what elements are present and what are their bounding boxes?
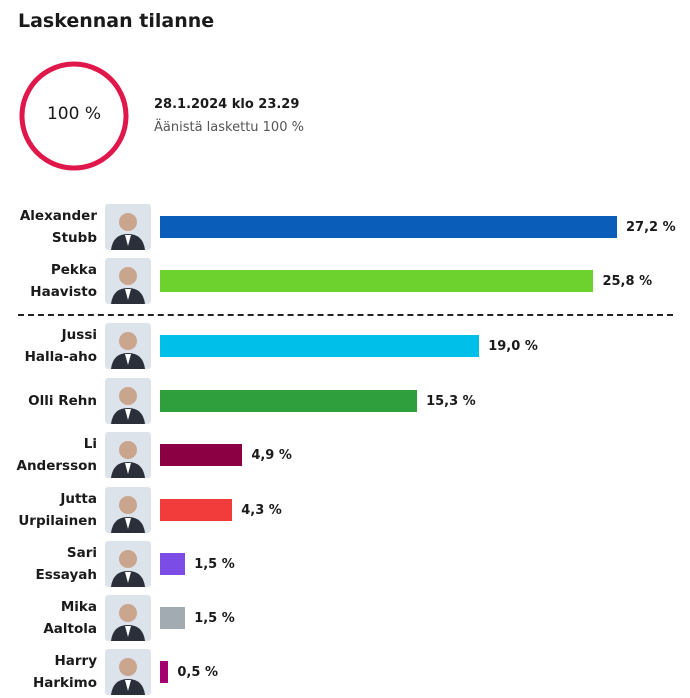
value-label: 25,8 % — [602, 273, 653, 289]
portrait — [105, 595, 151, 641]
photo — [105, 649, 151, 695]
portrait — [105, 649, 151, 695]
candidate-name: Jussi Halla-aho — [24, 327, 97, 365]
candidate-name: Li Andersson — [16, 436, 98, 474]
photo — [105, 541, 151, 587]
photo — [105, 323, 151, 369]
portrait — [105, 258, 151, 304]
value-label: 0,5 % — [177, 664, 218, 680]
divider — [18, 314, 673, 316]
value-label: 15,3 % — [426, 393, 476, 409]
value-label: 4,9 % — [251, 447, 292, 463]
candidate-name: Harry Harkimo — [32, 653, 97, 691]
portrait — [105, 323, 151, 369]
value-label: 19,0 % — [488, 338, 538, 354]
photo — [105, 378, 151, 424]
bar — [160, 444, 243, 466]
bar — [160, 390, 418, 412]
title: Laskennan tilanne — [18, 10, 215, 32]
portrait — [105, 432, 151, 478]
portrait — [105, 378, 151, 424]
bar — [160, 216, 617, 238]
candidate-name: Mika Aaltola — [43, 599, 97, 637]
value-label: 27,2 % — [626, 219, 676, 235]
photo — [105, 487, 151, 533]
bar — [160, 270, 594, 292]
candidate-name: Jutta Urpilainen — [18, 491, 97, 529]
candidate-name: Olli Rehn — [28, 393, 97, 409]
value-label: 4,3 % — [241, 502, 282, 518]
photo — [105, 595, 151, 641]
bar — [160, 661, 169, 683]
progress-ring — [19, 61, 129, 171]
value-label: 1,5 % — [194, 610, 235, 626]
progress-label: 100 % — [46, 104, 101, 124]
candidate-name: Pekka Haavisto — [30, 262, 97, 300]
photo — [105, 204, 151, 250]
portrait — [105, 541, 151, 587]
bar — [160, 607, 186, 629]
timestamp: 28.1.2024 klo 23.29 — [154, 97, 300, 112]
value-label: 1,5 % — [194, 556, 235, 572]
bar — [160, 553, 186, 575]
portrait — [105, 204, 151, 250]
portrait — [105, 487, 151, 533]
candidate-name: Sari Essayah — [35, 545, 97, 583]
bar — [160, 335, 480, 357]
photo — [105, 432, 151, 478]
subtitle: Äänistä laskettu 100 % — [154, 120, 304, 135]
bar — [160, 499, 233, 521]
photo — [105, 258, 151, 304]
ring-arc — [19, 61, 129, 171]
candidate-name: Alexander Stubb — [19, 208, 97, 246]
